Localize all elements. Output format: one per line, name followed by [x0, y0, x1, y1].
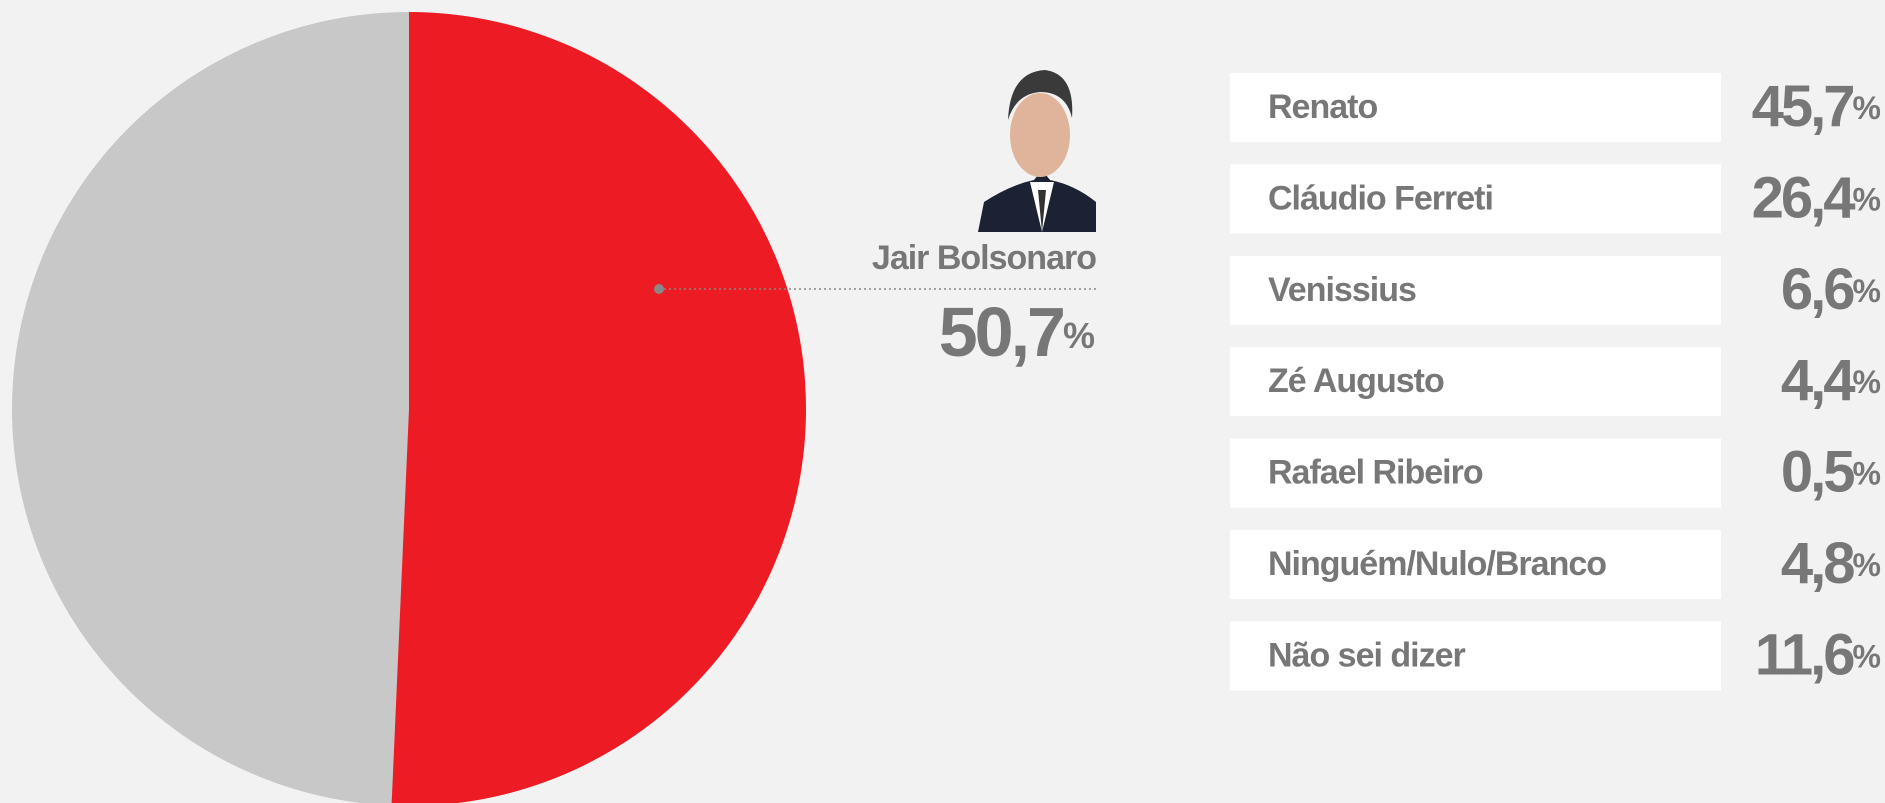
- row-name: Cláudio Ferreti: [1268, 179, 1493, 217]
- row-name: Zé Augusto: [1268, 362, 1444, 400]
- row-name: Ninguém/Nulo/Branco: [1268, 545, 1606, 583]
- row-value: 0,5%: [1781, 440, 1881, 505]
- row-value: 6,6%: [1781, 257, 1881, 322]
- row-box: [1230, 530, 1721, 599]
- row-name: Rafael Ribeiro: [1268, 454, 1483, 492]
- row-name: Renato: [1268, 88, 1377, 126]
- slice-label: Jair Bolsonaro: [872, 239, 1096, 277]
- row-name: Venissius: [1268, 271, 1416, 309]
- row-box: [1230, 255, 1721, 325]
- row-name: Não sei dizer: [1268, 636, 1466, 674]
- portrait: [978, 70, 1096, 232]
- slice-value-label: 50,7%: [939, 293, 1095, 371]
- row-value: 4,4%: [1781, 349, 1881, 414]
- row-value: 4,8%: [1781, 531, 1881, 596]
- callout-dot: [654, 284, 664, 294]
- row-box: [1230, 164, 1721, 234]
- row-value: 45,7%: [1752, 74, 1881, 139]
- row-box: [1230, 438, 1721, 508]
- row-value: 11,6%: [1755, 623, 1881, 688]
- row-box: [1230, 621, 1721, 691]
- row-box: [1230, 347, 1721, 417]
- row-box: [1230, 73, 1721, 142]
- row-value: 26,4%: [1752, 166, 1881, 231]
- pie-slice: [391, 12, 807, 803]
